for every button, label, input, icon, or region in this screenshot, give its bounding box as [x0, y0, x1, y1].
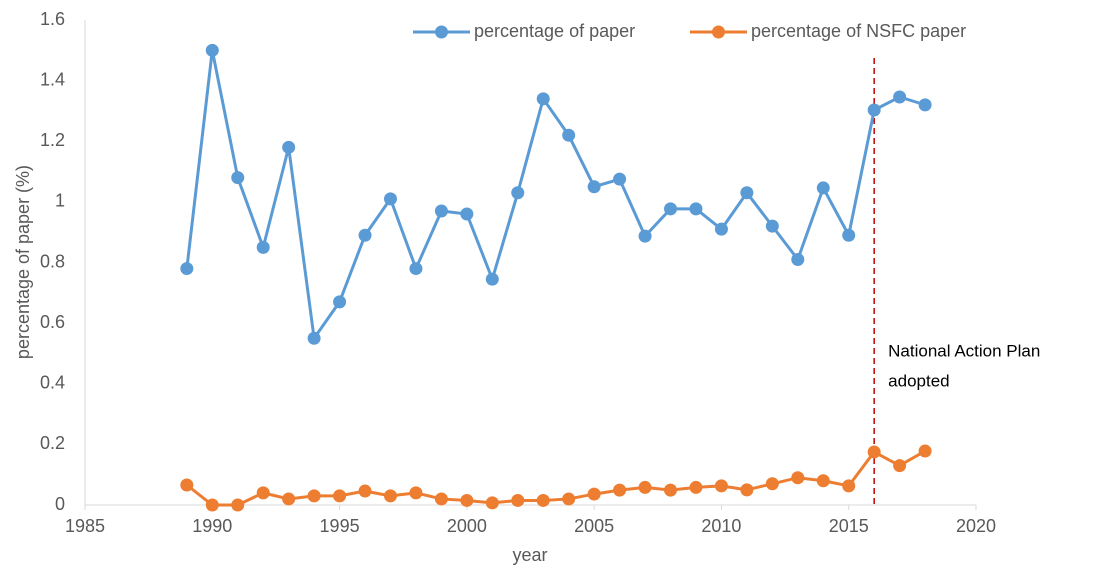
data-point	[205, 43, 219, 57]
data-point	[587, 487, 601, 501]
data-point	[231, 171, 245, 185]
data-point	[918, 98, 932, 112]
data-point	[791, 252, 805, 266]
data-point	[689, 202, 703, 216]
x-tick-label: 2010	[701, 516, 741, 536]
series-line	[185, 50, 926, 343]
x-tick-label: 2015	[829, 516, 869, 536]
data-point	[613, 483, 627, 497]
data-point	[765, 219, 779, 233]
data-point	[714, 222, 728, 236]
y-tick-label: 0.8	[40, 251, 65, 271]
data-point	[358, 228, 372, 242]
annotation-text: National Action Plan	[888, 341, 1040, 360]
data-point	[791, 471, 805, 485]
data-point	[562, 492, 576, 506]
data-point	[638, 480, 652, 494]
data-point	[893, 459, 907, 473]
data-point	[180, 262, 194, 276]
data-point	[485, 496, 499, 510]
legend-label: percentage of paper	[474, 21, 635, 41]
data-point	[867, 103, 881, 117]
data-point	[638, 229, 652, 243]
x-tick-label: 2000	[447, 516, 487, 536]
data-point	[434, 204, 448, 218]
y-axis-label: percentage of paper (%)	[13, 165, 33, 359]
data-point	[867, 445, 881, 459]
data-point	[664, 483, 678, 497]
data-point	[333, 295, 347, 309]
data-point	[205, 498, 219, 512]
y-tick-label: 0	[55, 494, 65, 514]
data-point	[740, 186, 754, 200]
data-point	[511, 493, 525, 507]
data-point	[536, 92, 550, 106]
data-point	[383, 489, 397, 503]
legend-item: percentage of paper	[413, 21, 635, 41]
data-point	[485, 272, 499, 286]
legend-marker	[435, 25, 448, 39]
y-tick-label: 1	[55, 191, 65, 211]
x-tick-label: 2020	[956, 516, 996, 536]
data-point	[460, 207, 474, 221]
data-point	[256, 240, 270, 254]
data-point	[587, 180, 601, 194]
annotation-text: adopted	[888, 371, 949, 390]
data-point	[562, 128, 576, 142]
data-point	[816, 474, 830, 488]
data-point	[256, 486, 270, 500]
data-point	[740, 483, 754, 497]
data-point	[282, 140, 296, 154]
data-point	[842, 479, 856, 493]
y-tick-label: 1.4	[40, 69, 65, 89]
data-point	[689, 480, 703, 494]
data-point	[536, 493, 550, 507]
y-tick-label: 0.4	[40, 373, 65, 393]
legend-label: percentage of NSFC paper	[751, 21, 966, 41]
data-point	[307, 489, 321, 503]
data-point	[613, 172, 627, 186]
y-tick-label: 1.6	[40, 9, 65, 29]
data-point	[383, 192, 397, 206]
x-tick-label: 2005	[574, 516, 614, 536]
x-axis-label: year	[512, 545, 547, 565]
data-point	[893, 90, 907, 104]
x-tick-label: 1985	[65, 516, 105, 536]
x-tick-label: 1995	[320, 516, 360, 536]
data-point	[434, 492, 448, 506]
data-point	[511, 186, 525, 200]
data-point	[307, 331, 321, 345]
data-point	[333, 489, 347, 503]
data-point	[282, 492, 296, 506]
data-point	[765, 477, 779, 491]
data-point	[358, 484, 372, 498]
data-point	[816, 181, 830, 195]
series-line	[185, 449, 926, 507]
data-point	[460, 493, 474, 507]
y-tick-label: 0.6	[40, 312, 65, 332]
data-point	[409, 486, 423, 500]
data-point	[664, 202, 678, 216]
legend-marker	[712, 25, 725, 39]
y-tick-label: 1.2	[40, 130, 65, 150]
data-point	[180, 478, 194, 492]
data-point	[231, 498, 245, 512]
data-point	[918, 444, 932, 458]
y-tick-label: 0.2	[40, 433, 65, 453]
legend-item: percentage of NSFC paper	[690, 21, 966, 41]
data-point	[714, 479, 728, 493]
data-point	[842, 228, 856, 242]
data-point	[409, 262, 423, 276]
x-tick-label: 1990	[192, 516, 232, 536]
